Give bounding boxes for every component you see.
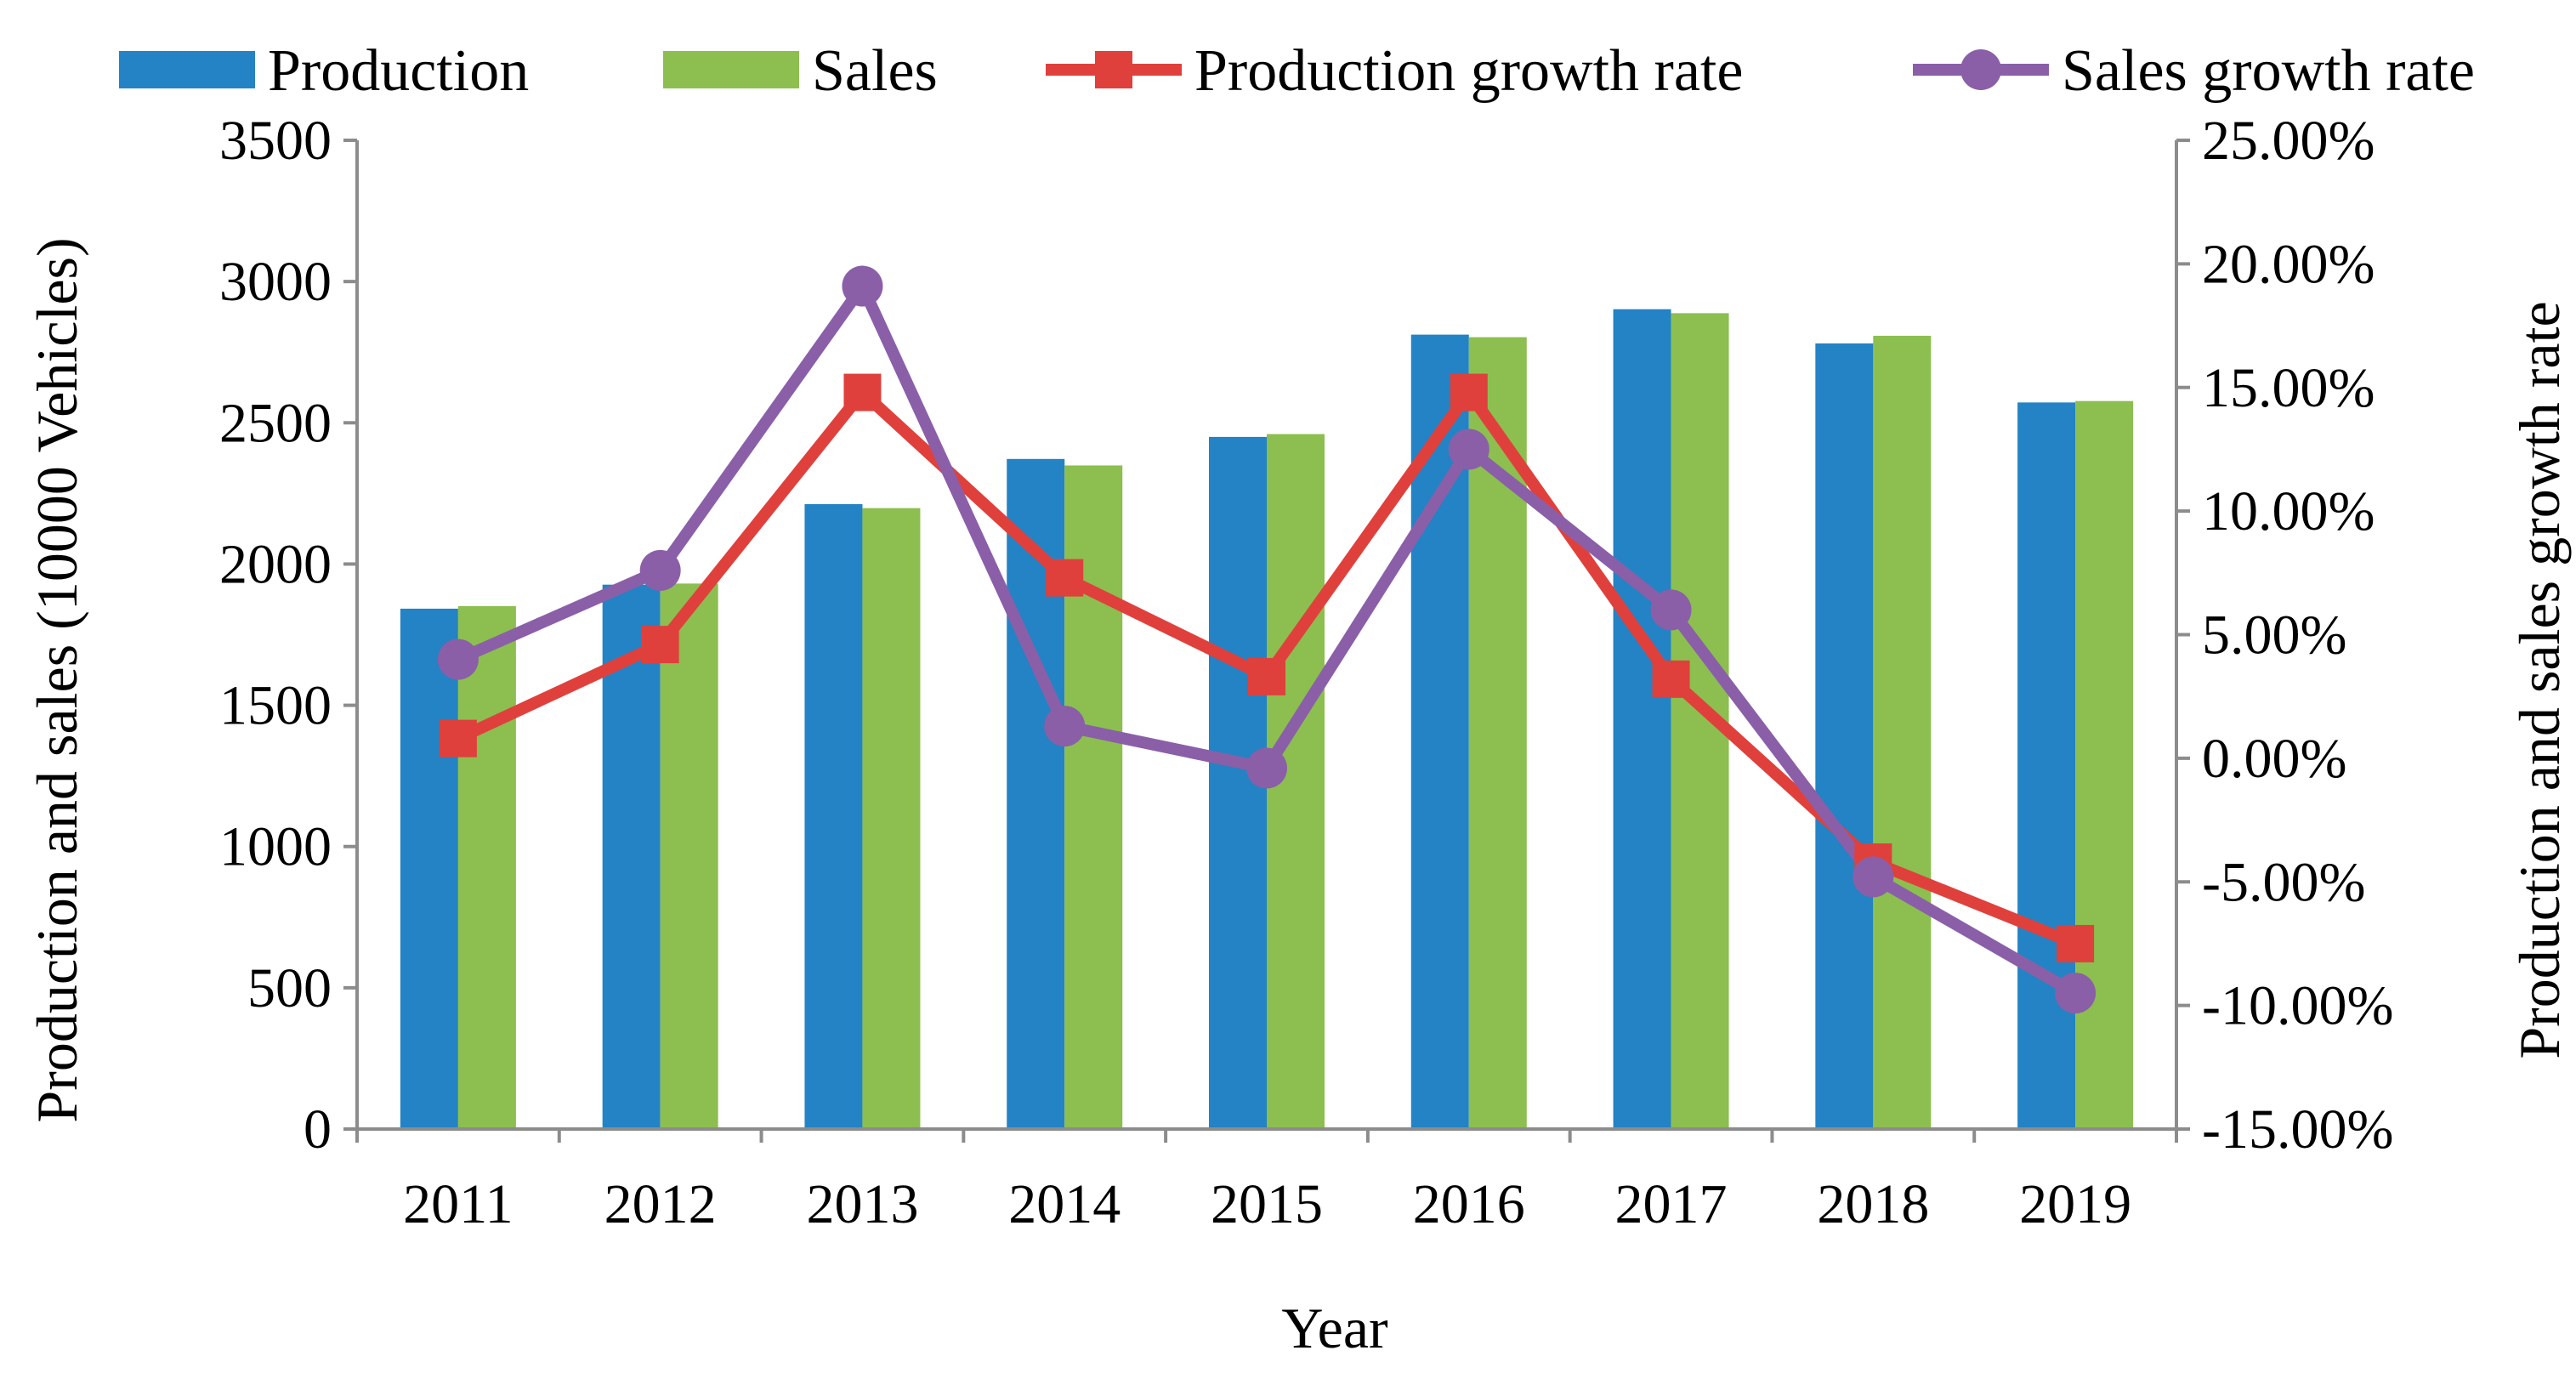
bar-sales-2019: [2075, 400, 2134, 1129]
bar-sales-2011: [457, 605, 516, 1129]
marker-sales-growth-rate-2017: [1650, 589, 1692, 631]
y2-tick-label-10-00: 10.00%: [2202, 480, 2375, 542]
y-tick-label-0: 0: [304, 1098, 332, 1161]
y-tick-label-1000: 1000: [219, 816, 332, 878]
legend-swatch-sales: [663, 51, 799, 88]
legend-label-sales: Sales: [812, 38, 938, 104]
y-tick-label-3500: 3500: [219, 110, 332, 172]
x-tick-label-2011: 2011: [403, 1173, 513, 1235]
y-tick-label-1500: 1500: [219, 675, 332, 737]
marker-sales-growth-rate-2011: [437, 638, 479, 680]
legend-swatch-production-growth-rate-marker: [1095, 51, 1132, 88]
y2-axis-title: Production and sales growth rate: [2507, 301, 2572, 1058]
bar-production-2017: [1613, 309, 1671, 1129]
y2-tick-label-10-00: -10.00%: [2202, 975, 2393, 1037]
marker-production-growth-rate-2017: [1652, 660, 1690, 698]
x-tick-label-2012: 2012: [604, 1173, 717, 1235]
x-tick-label-2014: 2014: [1008, 1173, 1121, 1235]
y-tick-label-2000: 2000: [219, 533, 332, 595]
y2-tick-label-15-00: 15.00%: [2202, 357, 2375, 419]
marker-sales-growth-rate-2013: [842, 265, 883, 307]
bar-production-2013: [804, 503, 863, 1129]
y2-tick-label-5-00: -5.00%: [2202, 851, 2365, 913]
legend-swatch-sales-growth-rate-marker: [1960, 49, 2001, 90]
bar-sales-2013: [862, 508, 921, 1129]
x-axis-title: Year: [1281, 1296, 1388, 1360]
bar-production-2018: [1815, 343, 1874, 1129]
legend-label-sales-growth-rate: Sales growth rate: [2062, 38, 2475, 104]
legend-label-production-growth-rate: Production growth rate: [1194, 38, 1743, 104]
marker-production-growth-rate-2013: [843, 373, 882, 411]
marker-production-growth-rate-2016: [1450, 373, 1488, 411]
y-tick-label-500: 500: [247, 957, 332, 1019]
bar-production-2012: [602, 584, 661, 1129]
marker-sales-growth-rate-2016: [1448, 428, 1489, 470]
y-tick-label-2500: 2500: [219, 392, 332, 454]
marker-production-growth-rate-2019: [2057, 924, 2095, 962]
y-tick-label-3000: 3000: [219, 251, 332, 313]
x-tick-label-2015: 2015: [1211, 1173, 1323, 1235]
y2-tick-label-25-00: 25.00%: [2202, 110, 2375, 172]
bar-production-2019: [2017, 402, 2076, 1129]
bars: [400, 309, 2134, 1130]
legend-label-production: Production: [268, 38, 529, 104]
legend: Production Sales Production growth rate Sal…: [119, 38, 2475, 104]
y2-tick-label-15-00: -15.00%: [2202, 1098, 2393, 1161]
bar-sales-2012: [660, 583, 718, 1129]
x-tick-label-2017: 2017: [1615, 1173, 1728, 1235]
x-tick-label-2019: 2019: [2019, 1173, 2131, 1235]
marker-production-growth-rate-2014: [1046, 559, 1084, 597]
y2-tick-label-5-00: 5.00%: [2202, 604, 2346, 667]
y2-tick-label-20-00: 20.00%: [2202, 233, 2375, 295]
bar-production-2011: [400, 608, 458, 1129]
marker-sales-growth-rate-2015: [1246, 747, 1287, 789]
y-axis-title: Production and sales (10000 Vehicles): [25, 237, 89, 1122]
growth-lines: [437, 265, 2097, 1014]
marker-production-growth-rate-2015: [1248, 657, 1285, 695]
bar-sales-2018: [1873, 335, 1932, 1129]
x-tick-label-2016: 2016: [1413, 1173, 1525, 1235]
marker-sales-growth-rate-2012: [639, 549, 681, 591]
x-tick-label-2013: 2013: [806, 1173, 918, 1235]
y2-tick-label-0-00: 0.00%: [2202, 728, 2346, 790]
x-tick-label-2018: 2018: [1817, 1173, 1929, 1235]
marker-sales-growth-rate-2018: [1853, 856, 1894, 898]
marker-sales-growth-rate-2014: [1044, 706, 1086, 747]
marker-production-growth-rate-2011: [439, 719, 477, 758]
marker-sales-growth-rate-2019: [2055, 973, 2097, 1014]
legend-swatch-production: [119, 51, 255, 88]
marker-production-growth-rate-2012: [641, 626, 679, 664]
axes: 0 500 1000 1500 2000 2500 3000 3500 -15.00% -10.0…: [219, 110, 2393, 1235]
